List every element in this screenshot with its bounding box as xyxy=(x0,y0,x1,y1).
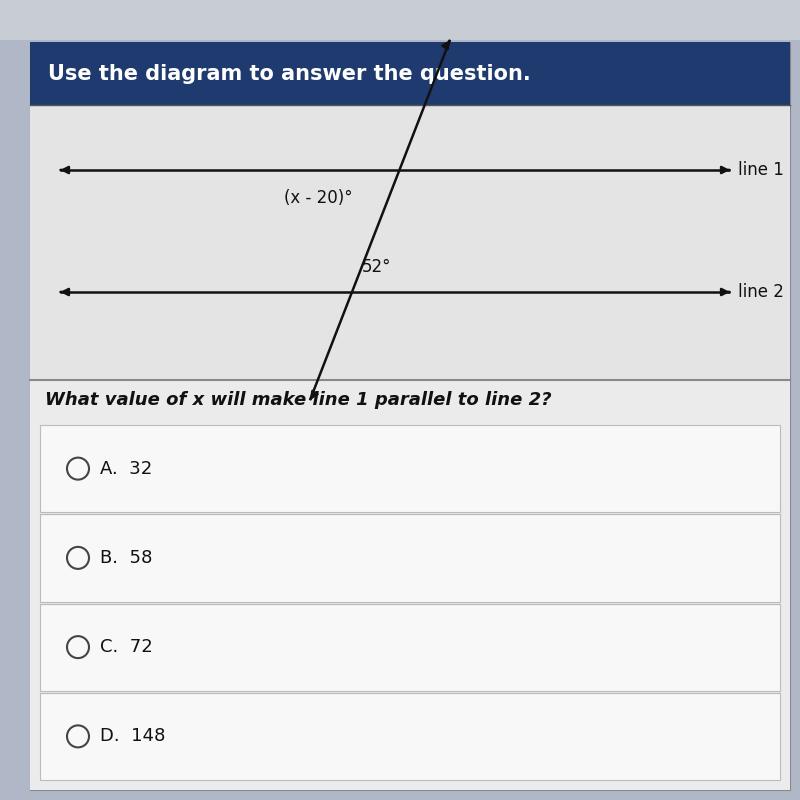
Bar xyxy=(40,603,780,690)
Text: Use the diagram to answer the question.: Use the diagram to answer the question. xyxy=(48,63,530,83)
Text: C.  72: C. 72 xyxy=(100,638,153,656)
Bar xyxy=(30,380,790,790)
Bar xyxy=(40,693,780,780)
Text: line 1: line 1 xyxy=(738,161,784,179)
Text: B.  58: B. 58 xyxy=(100,549,152,567)
Text: A.  32: A. 32 xyxy=(100,460,152,478)
Bar xyxy=(0,0,800,40)
Bar xyxy=(30,105,790,380)
Text: line 2: line 2 xyxy=(738,283,784,301)
Bar xyxy=(40,425,780,512)
Text: 52°: 52° xyxy=(362,258,391,276)
Text: What value of x will make line 1 parallel to line 2?: What value of x will make line 1 paralle… xyxy=(45,391,552,409)
Bar xyxy=(40,514,780,602)
Text: (x - 20)°: (x - 20)° xyxy=(285,189,353,207)
Text: D.  148: D. 148 xyxy=(100,727,166,746)
Bar xyxy=(30,42,790,105)
